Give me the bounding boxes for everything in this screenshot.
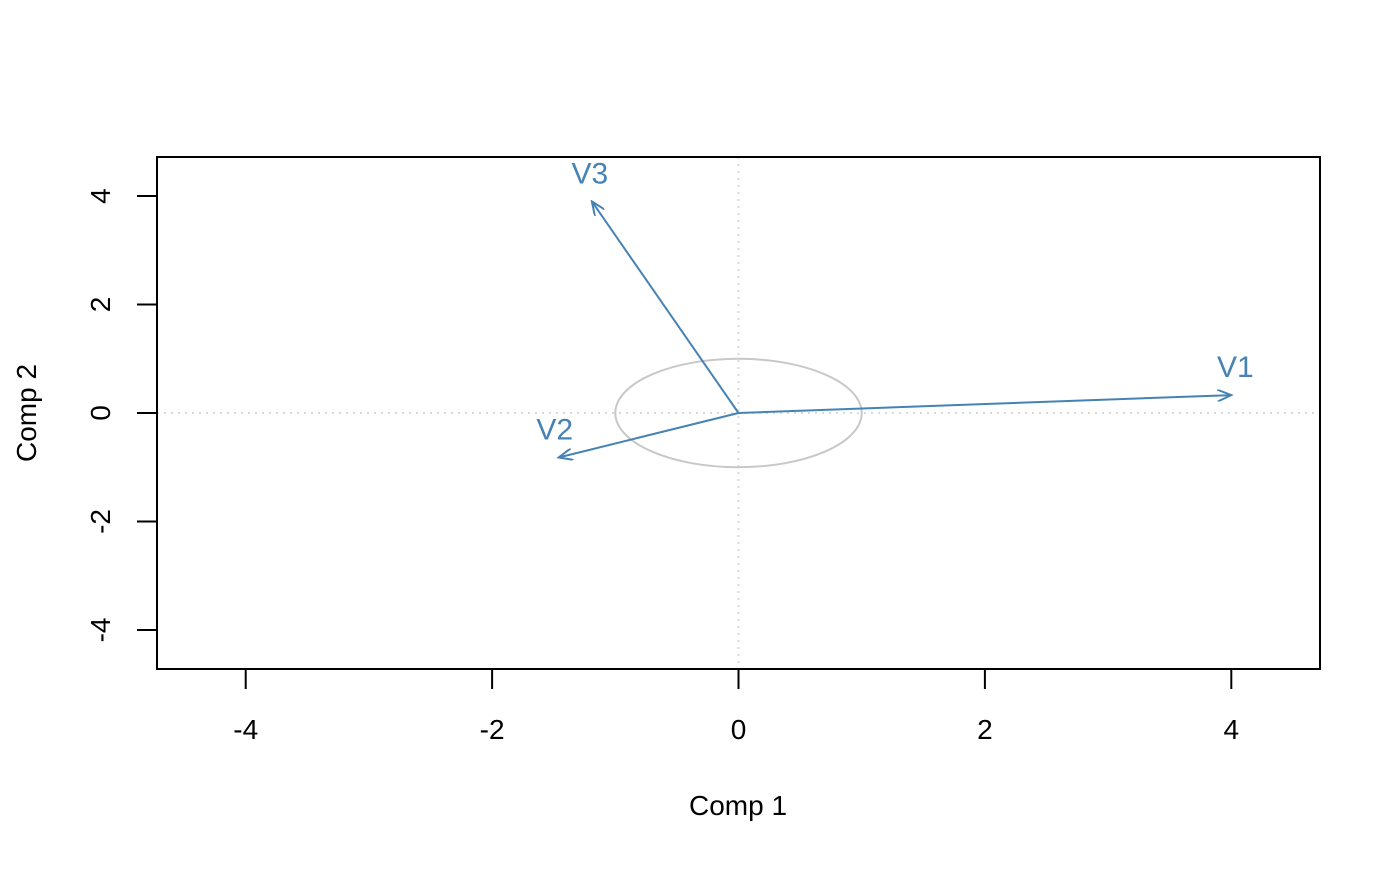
y-tick-label: -2 (85, 509, 116, 534)
y-axis: -4 -2 0 2 4 (85, 188, 157, 642)
x-axis-title: Comp 1 (689, 790, 787, 821)
y-tick-label: 2 (85, 297, 116, 313)
vector-layer: V1 V2 V3 (536, 157, 1254, 457)
x-tick-label: 0 (731, 714, 747, 745)
x-tick-label: 4 (1224, 714, 1240, 745)
y-tick-label: 0 (85, 405, 116, 421)
vector-label-v2: V2 (536, 413, 573, 446)
unit-circle (614, 357, 863, 469)
y-tick-label: -4 (85, 617, 116, 642)
y-tick-label: 4 (85, 188, 116, 204)
x-tick-label: -4 (233, 714, 258, 745)
unit-circle-layer (614, 357, 863, 469)
x-tick-label: 2 (977, 714, 993, 745)
vector-label-v3: V3 (572, 157, 609, 190)
vector-arrow-v2 (559, 412, 739, 457)
vector-arrow-v1 (738, 395, 1232, 414)
vector-label-v1: V1 (1217, 351, 1254, 384)
y-axis-title: Comp 2 (11, 364, 42, 462)
x-tick-label: -2 (480, 714, 505, 745)
vector-arrow-v3 (592, 201, 740, 414)
x-axis: -4 -2 0 2 4 (233, 669, 1239, 745)
